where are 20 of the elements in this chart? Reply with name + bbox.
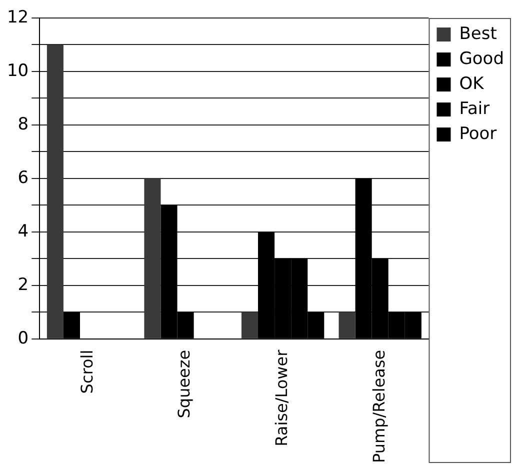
x-tick-label: Pump/Release — [369, 350, 388, 463]
x-tick-label: Raise/Lower — [272, 349, 291, 446]
legend-label: Fair — [459, 98, 490, 119]
legend-label: Best — [459, 24, 498, 44]
legend-label: Poor — [459, 124, 497, 144]
y-tick-label: 10 — [6, 60, 29, 81]
y-tick-label: 0 — [18, 328, 29, 348]
bar — [46, 44, 64, 338]
y-tick-label: 12 — [6, 7, 29, 28]
y-tick-label: 6 — [18, 168, 29, 188]
bar — [144, 178, 161, 338]
y-tick-label: 4 — [18, 221, 29, 242]
y-tick-label: 8 — [18, 114, 29, 134]
x-tick-label: Squeeze — [174, 350, 194, 418]
bar — [241, 312, 258, 338]
y-tick-label: 2 — [18, 274, 29, 295]
legend-label: OK — [459, 74, 485, 94]
x-tick-label: Scroll — [77, 350, 96, 394]
bar — [338, 312, 356, 338]
legend-label: Good — [459, 48, 504, 69]
